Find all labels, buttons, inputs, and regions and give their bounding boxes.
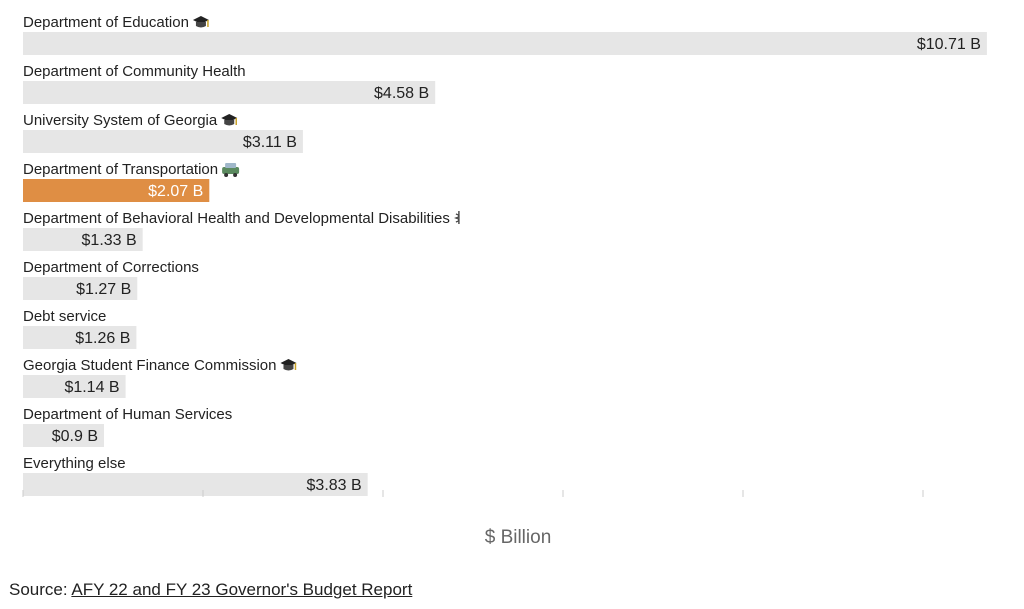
car-icon (222, 163, 240, 177)
value-label: $4.58 B (374, 85, 429, 102)
category-label: Department of Corrections (23, 259, 199, 276)
category-label: Debt service (23, 308, 106, 325)
x-axis-title: $ Billion (485, 527, 552, 548)
graduation-cap-icon (221, 114, 238, 126)
bar (23, 473, 368, 496)
bar (23, 32, 987, 55)
bar (23, 277, 138, 300)
value-label: $1.27 B (76, 281, 131, 298)
source-prefix: Source: (9, 580, 72, 599)
value-label: $1.26 B (75, 330, 130, 347)
value-label: $1.33 B (82, 232, 137, 249)
bar (23, 228, 143, 251)
source-link[interactable]: AFY 22 and FY 23 Governor's Budget Repor… (71, 580, 413, 599)
bar (23, 424, 104, 447)
graduation-cap-icon (192, 16, 209, 28)
category-label: Department of Behavioral Health and Deve… (23, 210, 450, 227)
bar-chart: Department of Education $10.71 B Departmen… (22, 14, 987, 548)
category-label: Department of Transportation (23, 161, 218, 178)
value-label: $10.71 B (917, 36, 981, 53)
bar (23, 179, 210, 202)
value-label: $3.11 B (243, 134, 297, 151)
bar (23, 81, 436, 104)
value-label: $3.83 B (307, 477, 362, 494)
medical-icon (454, 211, 460, 224)
value-label: $1.14 B (64, 379, 119, 396)
category-label: Everything else (23, 455, 126, 472)
graduation-cap-icon (280, 359, 297, 371)
bar (23, 130, 303, 153)
bar (23, 375, 126, 398)
category-label: Department of Human Services (23, 406, 232, 423)
bar (23, 326, 137, 349)
value-label: $0.9 B (52, 428, 98, 445)
category-label: Georgia Student Finance Commission (23, 357, 276, 374)
category-label: Department of Community Health (23, 63, 246, 80)
value-label: $2.07 B (148, 183, 203, 200)
category-label: University System of Georgia (23, 112, 218, 129)
source-note: Source: AFY 22 and FY 23 Governor's Budg… (9, 580, 412, 600)
category-label: Department of Education (23, 14, 189, 31)
